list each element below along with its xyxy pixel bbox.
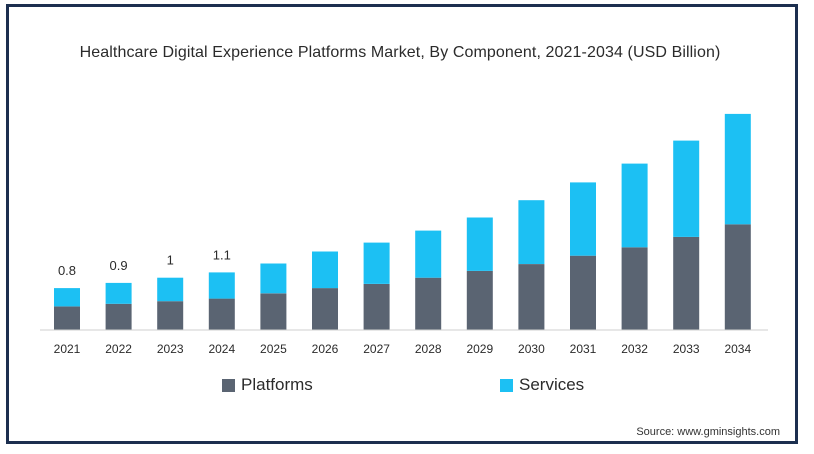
- bar-platforms-2022: [105, 303, 132, 330]
- bar-services-2031: [570, 182, 596, 256]
- bar-platforms-2021: [54, 306, 80, 330]
- bar-services-2034: [724, 113, 751, 225]
- bar-services-2026: [312, 251, 338, 289]
- source-note: Source: www.gminsights.com: [636, 426, 780, 438]
- bar-services-2027: [363, 242, 390, 284]
- legend-label-services: Services: [519, 375, 585, 394]
- x-tick-label-2025: 2025: [260, 342, 287, 356]
- x-tick-label-2026: 2026: [312, 342, 339, 356]
- bar-services-2033: [673, 140, 700, 237]
- x-tick-label-2021: 2021: [54, 342, 81, 356]
- x-tick-label-2022: 2022: [105, 342, 132, 356]
- bar-platforms-2027: [363, 284, 390, 330]
- bar-platforms-2031: [570, 255, 596, 330]
- bar-services-2022: [105, 282, 132, 304]
- bar-services-2032: [621, 163, 648, 248]
- bar-platforms-2033: [673, 236, 700, 330]
- legend-swatch-platforms: [222, 378, 235, 392]
- bar-platforms-2024: [208, 298, 235, 330]
- data-label-2021: 0.8: [58, 263, 76, 278]
- bar-platforms-2029: [466, 270, 493, 330]
- x-tick-label-2027: 2027: [363, 342, 390, 356]
- bar-services-2028: [415, 230, 442, 278]
- bar-platforms-2025: [260, 293, 287, 330]
- bar-services-2023: [157, 277, 184, 302]
- bars-layer: [54, 113, 751, 330]
- bar-platforms-2034: [724, 224, 751, 330]
- x-tick-label-2024: 2024: [208, 342, 235, 356]
- data-label-2024: 1.1: [213, 247, 231, 262]
- x-tick-label-2032: 2032: [621, 342, 648, 356]
- bar-services-2024: [208, 272, 235, 299]
- x-tick-label-2023: 2023: [157, 342, 184, 356]
- chart-frame: [6, 4, 798, 444]
- legend-item-services: Services: [500, 374, 584, 396]
- bar-platforms-2030: [518, 264, 545, 330]
- bar-services-2030: [518, 200, 545, 264]
- legend-item-platforms: Platforms: [222, 374, 313, 396]
- bar-services-2029: [466, 217, 493, 271]
- x-tick-label-2034: 2034: [724, 342, 751, 356]
- x-tick-label-2029: 2029: [466, 342, 493, 356]
- x-tick-label-2033: 2033: [673, 342, 700, 356]
- bar-platforms-2026: [312, 288, 338, 330]
- bar-platforms-2023: [157, 301, 184, 330]
- data-label-2022: 0.9: [110, 258, 128, 273]
- bar-services-2021: [54, 288, 80, 307]
- bar-platforms-2028: [415, 277, 442, 330]
- data-label-2023: 1: [167, 253, 174, 268]
- legend-swatch-services: [500, 378, 513, 392]
- bar-services-2025: [260, 263, 287, 294]
- x-tick-label-2028: 2028: [415, 342, 442, 356]
- legend-label-platforms: Platforms: [241, 375, 313, 394]
- x-tick-label-2030: 2030: [518, 342, 545, 356]
- chart-title: Healthcare Digital Experience Platforms …: [79, 44, 721, 61]
- x-tick-label-2031: 2031: [570, 342, 597, 356]
- labels-layer: 0.8 2021 0.9 2022 1 2023 1.1 2024 2025 2026 2027 20…: [54, 247, 752, 356]
- bar-platforms-2032: [621, 247, 648, 330]
